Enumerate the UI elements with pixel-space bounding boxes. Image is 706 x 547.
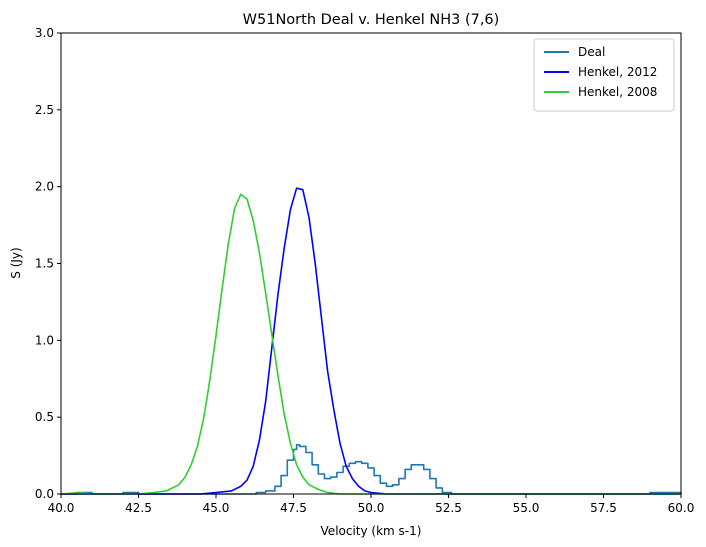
x-tick-label: 47.5 bbox=[280, 501, 307, 515]
x-tick-label: 60.0 bbox=[668, 501, 695, 515]
series-line-henkel-2012 bbox=[61, 187, 681, 495]
y-tick-label: 3.0 bbox=[35, 26, 54, 40]
y-tick-label: 2.0 bbox=[35, 180, 54, 194]
y-tick-label: 1.0 bbox=[35, 333, 54, 347]
x-tick-label: 42.5 bbox=[125, 501, 152, 515]
plot-area bbox=[60, 187, 682, 495]
y-tick-label: 0.0 bbox=[35, 487, 54, 501]
y-tick-label: 1.5 bbox=[35, 257, 54, 271]
x-axis-label: Velocity (km s-1) bbox=[321, 524, 422, 538]
legend-label: Henkel, 2012 bbox=[578, 65, 657, 79]
y-axis: 0.0 0.5 1.0 1.5 2.0 2.5 3.0 bbox=[35, 26, 61, 501]
x-tick-label: 50.0 bbox=[358, 501, 385, 515]
series-line-henkel-2008 bbox=[60, 193, 681, 495]
x-tick-label: 55.0 bbox=[513, 501, 540, 515]
legend-label: Henkel, 2008 bbox=[578, 85, 657, 99]
y-tick-label: 2.5 bbox=[35, 103, 54, 117]
x-tick-label: 45.0 bbox=[203, 501, 230, 515]
chart-title: W51North Deal v. Henkel NH3 (7,6) bbox=[243, 12, 500, 28]
x-axis: 40.0 42.5 45.0 47.5 50.0 52.5 55.0 57.5 60.0 bbox=[48, 494, 695, 515]
x-tick-label: 40.0 bbox=[48, 501, 75, 515]
legend-label: Deal bbox=[578, 45, 605, 59]
legend: Deal Henkel, 2012 Henkel, 2008 bbox=[533, 38, 675, 112]
series-line-deal bbox=[61, 444, 682, 495]
x-tick-label: 52.5 bbox=[435, 501, 462, 515]
y-tick-label: 0.5 bbox=[35, 410, 54, 424]
y-axis-label: S (Jy) bbox=[9, 247, 23, 278]
x-tick-label: 57.5 bbox=[590, 501, 617, 515]
